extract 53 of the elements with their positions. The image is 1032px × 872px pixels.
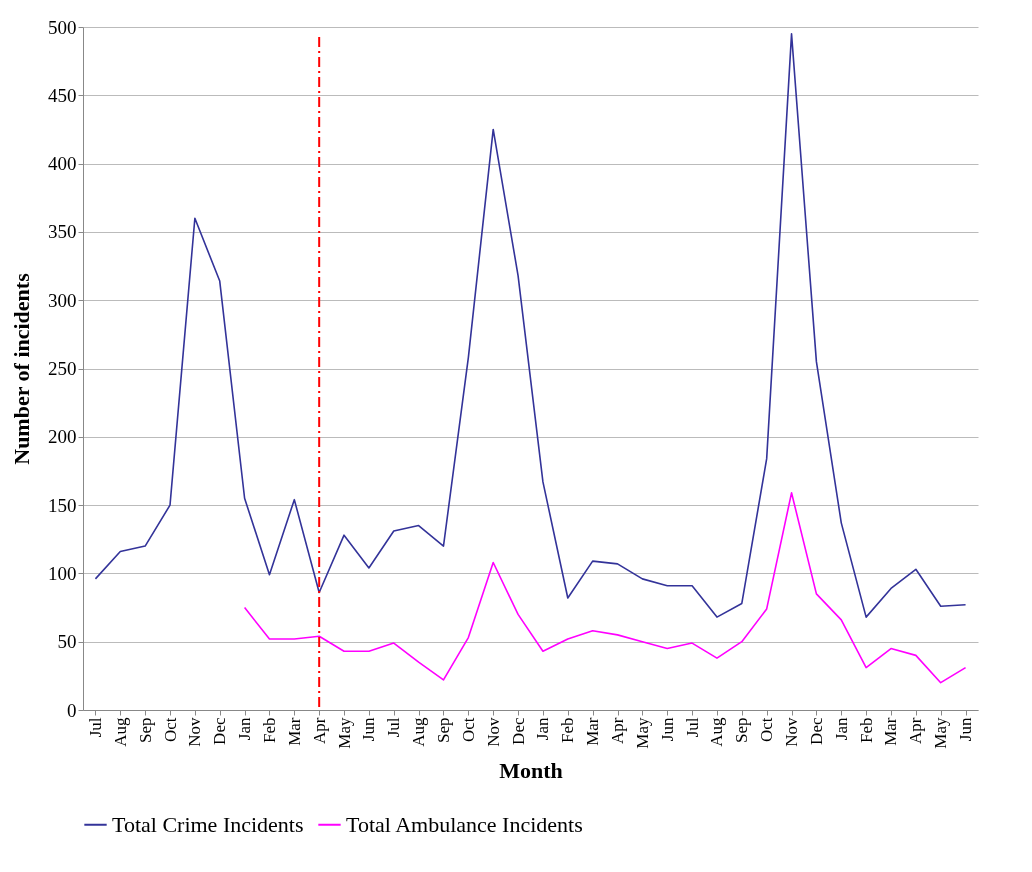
x-tick-label: Mar xyxy=(881,717,901,746)
x-tick-label: Jan xyxy=(533,717,553,741)
x-tick-label: Mar xyxy=(583,717,603,746)
x-tick-label: Jul xyxy=(85,717,105,738)
y-axis-title: Number of incidents xyxy=(9,272,34,465)
line-series xyxy=(94,33,967,618)
line-series xyxy=(243,492,967,684)
x-tick-label: Dec xyxy=(806,717,826,745)
x-tick-label: Apr xyxy=(608,717,628,744)
x-tick-label: May xyxy=(632,717,652,749)
x-tick-label: May xyxy=(334,717,354,749)
x-tick-label: Jun xyxy=(956,717,976,742)
y-tick-label: 0 xyxy=(67,699,77,721)
legend-label: Total Ambulance Incidents xyxy=(346,811,583,837)
y-tick-label: 100 xyxy=(48,562,77,584)
y-tick-label: 300 xyxy=(48,289,77,311)
x-tick-label: Mar xyxy=(284,717,304,746)
x-tick-label: Nov xyxy=(483,717,503,747)
y-tick-label: 200 xyxy=(48,426,77,448)
x-tick-label: Apr xyxy=(309,717,329,744)
y-tick-label: 450 xyxy=(48,84,77,106)
x-tick-label: Sep xyxy=(135,717,155,743)
x-tick-label: Jun xyxy=(359,717,379,742)
x-tick-label: Feb xyxy=(259,717,279,743)
x-tick-label: Sep xyxy=(732,717,752,743)
x-tick-label: Apr xyxy=(906,717,926,744)
x-tick-label: Oct xyxy=(757,717,777,743)
x-tick-label: Jan xyxy=(831,717,851,741)
x-tick-label: Jul xyxy=(384,717,404,738)
x-tick-label: Feb xyxy=(856,717,876,743)
x-tick-label: Oct xyxy=(458,717,478,743)
y-tick-label: 250 xyxy=(48,358,77,379)
x-tick-label: Feb xyxy=(558,717,578,743)
x-tick-label: Jul xyxy=(682,717,702,738)
y-tick-label: 350 xyxy=(48,221,77,243)
x-tick-label: Aug xyxy=(110,717,130,747)
x-tick-label: Jun xyxy=(657,717,677,742)
y-tick-label: 500 xyxy=(48,16,77,38)
y-tick-label: 50 xyxy=(57,631,77,653)
x-tick-label: May xyxy=(931,717,951,749)
x-tick-label: Dec xyxy=(210,717,230,745)
x-tick-label: Jan xyxy=(235,717,255,741)
x-tick-label: Nov xyxy=(185,717,205,747)
x-tick-label: Aug xyxy=(707,717,727,747)
x-tick-label: Sep xyxy=(433,717,453,743)
legend-label: Total Crime Incidents xyxy=(112,811,304,837)
x-tick-label: Nov xyxy=(782,717,802,747)
y-tick-label: 400 xyxy=(48,153,77,175)
x-tick-label: Oct xyxy=(160,717,180,743)
y-tick-label: 150 xyxy=(48,494,77,516)
x-tick-label: Aug xyxy=(409,717,429,747)
x-tick-label: Dec xyxy=(508,717,528,745)
x-axis-title: Month xyxy=(499,757,563,783)
